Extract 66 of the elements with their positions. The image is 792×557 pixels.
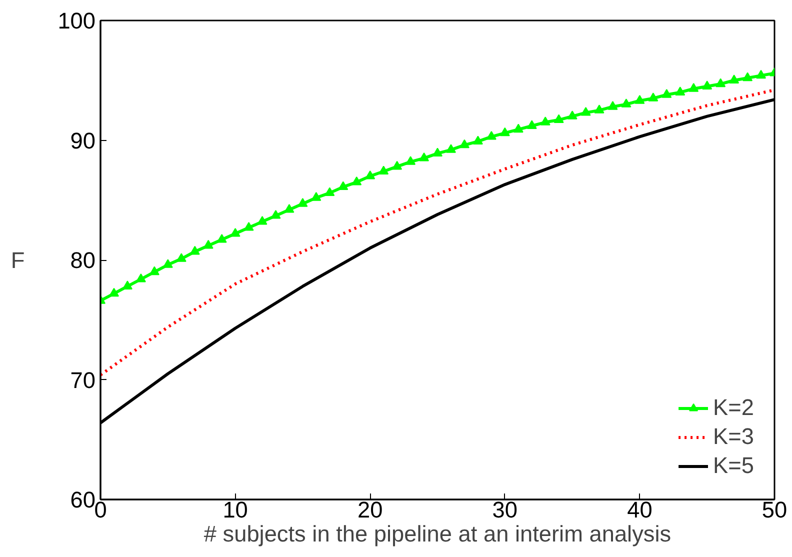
point bbox=[472, 136, 483, 145]
point bbox=[432, 148, 442, 157]
point bbox=[459, 139, 470, 148]
point bbox=[567, 110, 578, 120]
y-tick-label: 90 bbox=[70, 127, 96, 154]
x-axis-title: # subjects in the pipeline at an interim analysis bbox=[204, 520, 672, 546]
y-tick-label: 60 bbox=[70, 486, 96, 512]
point bbox=[500, 127, 510, 136]
x-tick-label: 0 bbox=[94, 496, 107, 522]
point bbox=[594, 104, 604, 114]
point bbox=[162, 259, 173, 268]
legend-label: K=5 bbox=[713, 452, 754, 479]
line-series bbox=[100, 88, 774, 376]
y-tick-label: 80 bbox=[70, 247, 96, 273]
point bbox=[406, 156, 416, 165]
point bbox=[634, 95, 645, 104]
x-tick-label: 50 bbox=[762, 496, 788, 522]
y-axis-title: F bbox=[10, 247, 25, 273]
point bbox=[419, 152, 430, 162]
x-tick-label: 10 bbox=[222, 496, 248, 522]
point bbox=[513, 124, 524, 133]
point bbox=[621, 98, 632, 108]
point bbox=[729, 74, 740, 84]
point bbox=[702, 80, 712, 90]
point bbox=[540, 116, 550, 126]
x-tick-label: 20 bbox=[358, 496, 383, 522]
point bbox=[190, 246, 200, 255]
point bbox=[298, 198, 308, 207]
point bbox=[392, 160, 402, 170]
point bbox=[216, 234, 227, 243]
point bbox=[149, 266, 160, 276]
x-tick-label: 40 bbox=[627, 496, 652, 522]
legend-label: K=3 bbox=[713, 423, 754, 450]
point bbox=[446, 144, 456, 153]
point bbox=[554, 114, 564, 123]
point bbox=[378, 166, 389, 174]
point bbox=[365, 170, 376, 180]
x-tick-label: 30 bbox=[492, 496, 518, 522]
point bbox=[742, 72, 753, 82]
point bbox=[176, 253, 186, 262]
point bbox=[257, 216, 268, 225]
point bbox=[648, 92, 658, 102]
legend-label: K=2 bbox=[713, 394, 754, 421]
point bbox=[311, 192, 322, 201]
point bbox=[608, 101, 618, 110]
point bbox=[716, 78, 726, 88]
point bbox=[352, 176, 362, 186]
point bbox=[662, 89, 672, 98]
point bbox=[324, 187, 335, 196]
point bbox=[244, 222, 254, 231]
point bbox=[270, 210, 281, 219]
y-tick-label: 100 bbox=[58, 8, 96, 34]
point bbox=[284, 204, 294, 213]
point bbox=[108, 288, 119, 297]
y-tick-label: 70 bbox=[70, 366, 96, 393]
point bbox=[230, 228, 240, 237]
point bbox=[203, 240, 214, 249]
point bbox=[338, 181, 348, 190]
point bbox=[756, 70, 766, 79]
point bbox=[122, 280, 132, 290]
point bbox=[580, 107, 591, 116]
point bbox=[136, 273, 146, 282]
point bbox=[486, 130, 496, 140]
point bbox=[688, 83, 699, 92]
point bbox=[675, 86, 686, 96]
point bbox=[526, 120, 537, 129]
